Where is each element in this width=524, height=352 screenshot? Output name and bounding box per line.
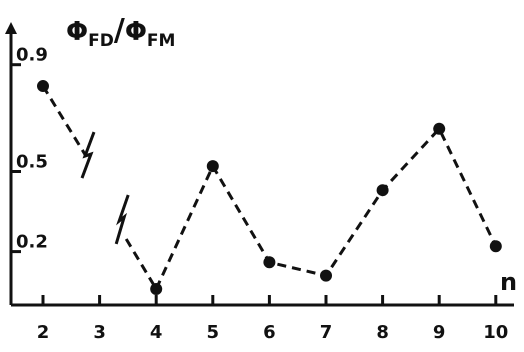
series-line-path [154, 126, 498, 290]
data-point [37, 80, 49, 93]
y-tick-label: 0.2 [16, 232, 48, 253]
data-point [263, 256, 276, 269]
x-axis-label: n [500, 268, 517, 296]
ylabel-phi-1: Φ [66, 17, 88, 47]
y-tick-label: 0.5 [16, 152, 48, 173]
ylabel-sub-2: FM [147, 31, 176, 51]
x-tick-label: 3 [93, 322, 106, 343]
data-point [489, 240, 502, 253]
y-axis-label: ΦFD/ΦFM [66, 13, 175, 51]
data-point [376, 184, 389, 197]
x-tick-label: 4 [150, 322, 163, 343]
ylabel-phi-2: Φ [125, 17, 147, 47]
ylabel-slash: / [114, 13, 125, 48]
data-point [433, 122, 446, 135]
series-line-segment [124, 238, 158, 290]
data-point [320, 269, 332, 282]
data-point [150, 282, 163, 295]
x-tick-label: 2 [37, 322, 50, 343]
data-point [206, 160, 219, 173]
x-tick-label: 9 [433, 322, 446, 343]
ylabel-sub-1: FD [88, 31, 114, 51]
y-tick-label: 0.9 [16, 45, 48, 66]
break-symbol [80, 131, 96, 179]
x-tick-label: 7 [320, 322, 333, 343]
x-tick-label: 8 [376, 322, 389, 343]
axes [5, 22, 514, 307]
axis-breaks [80, 131, 130, 245]
svg-text:ΦFD/ΦFM: ΦFD/ΦFM [66, 13, 175, 51]
ticks: 2 3 4 5 6 7 8 9 10 0.9 0.5 0.2 [11, 45, 508, 343]
x-tick-label: 10 [483, 322, 508, 343]
x-tick-label: 5 [207, 322, 220, 343]
x-tick-label: 6 [263, 322, 276, 343]
break-symbol [114, 194, 130, 245]
y-axis-arrow [5, 22, 17, 34]
data-points [37, 80, 502, 295]
series-line-segment [41, 85, 88, 157]
